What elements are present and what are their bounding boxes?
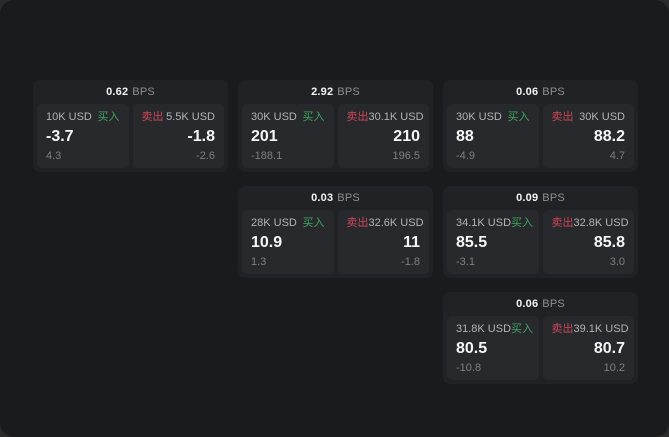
spread-value: 0.06	[516, 86, 539, 98]
sell-quote-panel[interactable]: 卖出 5.5K USD -1.8 -2.6	[132, 104, 224, 168]
spread-header: 0.09 BPS	[447, 186, 634, 210]
sell-delta: -2.6	[196, 150, 215, 162]
sell-quote-panel[interactable]: 卖出 32.8K USD 85.8 3.0	[542, 210, 634, 274]
sell-size: 30.1K USD	[368, 111, 424, 123]
buy-price: -3.7	[46, 128, 74, 145]
spread-unit-label: BPS	[337, 192, 360, 204]
spread-unit-label: BPS	[337, 86, 360, 98]
sell-size: 30K USD	[579, 111, 625, 123]
quote-card: 2.92 BPS 30K USD 买入 201 -188.1 卖出 30.1K …	[238, 80, 433, 172]
buy-delta: 4.3	[46, 150, 62, 162]
buy-size: 28K USD	[251, 217, 297, 229]
buy-quote-panel[interactable]: 10K USD 买入 -3.7 4.3	[37, 104, 129, 168]
sell-delta: -1.8	[401, 256, 420, 268]
buy-side-label: 买入	[511, 323, 534, 335]
sell-side-label: 卖出	[141, 111, 164, 123]
sell-size: 5.5K USD	[166, 111, 215, 123]
sell-delta: 196.5	[392, 150, 420, 162]
buy-quote-panel[interactable]: 31.8K USD 买入 80.5 -10.8	[447, 316, 539, 380]
buy-side-label: 买入	[302, 217, 325, 229]
spread-value: 0.09	[516, 192, 539, 204]
buy-side-label: 买入	[97, 111, 120, 123]
buy-side-label: 买入	[511, 217, 534, 229]
buy-price: 80.5	[456, 340, 488, 357]
buy-delta: -4.9	[456, 150, 475, 162]
buy-price: 88	[456, 128, 474, 145]
sell-side-label: 卖出	[346, 217, 369, 229]
buy-size: 10K USD	[46, 111, 92, 123]
buy-size: 31.8K USD	[456, 323, 512, 335]
quote-card: 0.09 BPS 34.1K USD 买入 85.5 -3.1 卖出 32.8K…	[443, 186, 638, 278]
quote-card: 0.06 BPS 30K USD 买入 88 -4.9 卖出 30K USD 8…	[443, 80, 638, 172]
buy-quote-panel[interactable]: 34.1K USD 买入 85.5 -3.1	[447, 210, 539, 274]
sell-price: 210	[393, 128, 420, 145]
sell-quote-panel[interactable]: 卖出 32.6K USD 11 -1.8	[337, 210, 429, 274]
spread-unit-label: BPS	[542, 298, 565, 310]
buy-delta: -188.1	[251, 150, 283, 162]
buy-quote-panel[interactable]: 30K USD 买入 201 -188.1	[242, 104, 334, 168]
buy-size: 34.1K USD	[456, 217, 512, 229]
sell-price: 88.2	[593, 128, 625, 145]
spread-unit-label: BPS	[542, 86, 565, 98]
spread-unit-label: BPS	[542, 192, 565, 204]
spread-header: 0.62 BPS	[37, 80, 224, 104]
sell-quote-panel[interactable]: 卖出 30K USD 88.2 4.7	[542, 104, 634, 168]
buy-delta: -3.1	[456, 256, 475, 268]
buy-side-label: 买入	[507, 111, 530, 123]
sell-quote-panel[interactable]: 卖出 30.1K USD 210 196.5	[337, 104, 429, 168]
quote-card: 0.03 BPS 28K USD 买入 10.9 1.3 卖出 32.6K US…	[238, 186, 433, 278]
sell-side-label: 卖出	[551, 217, 574, 229]
spread-header: 0.03 BPS	[242, 186, 429, 210]
spread-value: 2.92	[311, 86, 334, 98]
spread-header: 0.06 BPS	[447, 292, 634, 316]
sell-size: 32.6K USD	[368, 217, 424, 229]
sell-side-label: 卖出	[551, 323, 574, 335]
buy-size: 30K USD	[251, 111, 297, 123]
quote-card: 0.06 BPS 31.8K USD 买入 80.5 -10.8 卖出 39.1…	[443, 292, 638, 384]
sell-size: 32.8K USD	[573, 217, 629, 229]
sell-side-label: 卖出	[346, 111, 369, 123]
buy-price: 201	[251, 128, 278, 145]
sell-delta: 4.7	[609, 150, 625, 162]
sell-delta: 3.0	[609, 256, 625, 268]
sell-price: 11	[403, 234, 420, 251]
buy-side-label: 买入	[302, 111, 325, 123]
spread-value: 0.03	[311, 192, 334, 204]
buy-quote-panel[interactable]: 30K USD 买入 88 -4.9	[447, 104, 539, 168]
buy-price: 85.5	[456, 234, 488, 251]
quote-card: 0.62 BPS 10K USD 买入 -3.7 4.3 卖出 5.5K USD…	[33, 80, 228, 172]
buy-quote-panel[interactable]: 28K USD 买入 10.9 1.3	[242, 210, 334, 274]
spread-header: 0.06 BPS	[447, 80, 634, 104]
sell-side-label: 卖出	[551, 111, 574, 123]
sell-price: -1.8	[187, 128, 215, 145]
buy-size: 30K USD	[456, 111, 502, 123]
sell-size: 39.1K USD	[573, 323, 629, 335]
sell-delta: 10.2	[603, 362, 625, 374]
spread-value: 0.06	[516, 298, 539, 310]
sell-price: 80.7	[593, 340, 625, 357]
sell-price: 85.8	[593, 234, 625, 251]
spread-value: 0.62	[106, 86, 129, 98]
buy-delta: -10.8	[456, 362, 482, 374]
spread-header: 2.92 BPS	[242, 80, 429, 104]
spread-unit-label: BPS	[132, 86, 155, 98]
buy-delta: 1.3	[251, 256, 267, 268]
buy-price: 10.9	[251, 234, 283, 251]
sell-quote-panel[interactable]: 卖出 39.1K USD 80.7 10.2	[542, 316, 634, 380]
